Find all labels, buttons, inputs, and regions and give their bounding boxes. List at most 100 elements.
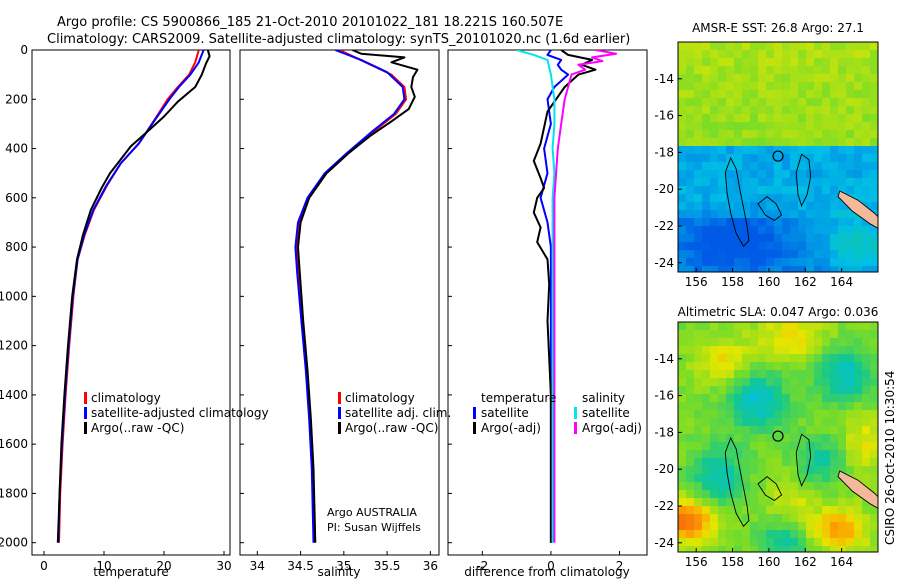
map-cell — [758, 490, 767, 499]
map-cell — [814, 226, 823, 235]
map-cell — [766, 186, 775, 195]
salinity-axes-frame — [239, 49, 440, 556]
map-cell — [782, 218, 791, 227]
map-cell — [854, 370, 863, 379]
map-cell — [694, 154, 703, 163]
map-cell — [790, 546, 799, 552]
map-cell — [766, 354, 775, 363]
map-cell — [678, 498, 687, 507]
map-cell — [790, 186, 799, 195]
y-tick-label: 1000 — [0, 289, 28, 303]
map-cell — [750, 434, 759, 443]
map-cell — [734, 338, 743, 347]
map-cell — [702, 546, 711, 552]
map-cell — [806, 378, 815, 387]
map-cell — [870, 226, 878, 235]
map-cell — [742, 354, 751, 363]
sla-map-frame — [677, 321, 879, 553]
map-cell — [846, 386, 855, 395]
map-cell — [710, 82, 719, 91]
map-cell — [846, 434, 855, 443]
map-cell — [870, 394, 878, 403]
map-cell — [686, 426, 695, 435]
map-cell — [750, 370, 759, 379]
map-cell — [774, 98, 783, 107]
map-cell — [846, 410, 855, 419]
map-cell — [838, 362, 847, 371]
map-cell — [750, 530, 759, 539]
map-cell — [742, 530, 751, 539]
map-cell — [790, 114, 799, 123]
map-cell — [854, 522, 863, 531]
map-cell — [726, 194, 735, 203]
map-cell — [806, 210, 815, 219]
map-cell — [854, 66, 863, 75]
map-cell — [686, 186, 695, 195]
map-cell — [734, 402, 743, 411]
map-cell — [798, 50, 807, 59]
map-cell — [806, 426, 815, 435]
map-cell — [718, 506, 727, 515]
map-cell — [710, 258, 719, 267]
map-cell — [838, 170, 847, 179]
map-cell — [774, 466, 783, 475]
map-cell — [686, 202, 695, 211]
map-cell — [750, 402, 759, 411]
map-cell — [726, 50, 735, 59]
map-cell — [870, 538, 878, 547]
map-cell — [686, 530, 695, 539]
map-cell — [726, 226, 735, 235]
map-cell — [846, 418, 855, 427]
map-cell — [798, 530, 807, 539]
map-cell — [862, 402, 871, 411]
map-cell — [814, 402, 823, 411]
map-cell — [718, 90, 727, 99]
map-cell — [726, 458, 735, 467]
map-cell — [814, 522, 823, 531]
map-cell — [742, 258, 751, 267]
map-cell — [782, 458, 791, 467]
map-cell — [734, 538, 743, 547]
map-cell — [750, 42, 759, 51]
map-cell — [798, 162, 807, 171]
map-cell — [862, 418, 871, 427]
map-cell — [726, 378, 735, 387]
map-cell — [694, 458, 703, 467]
map-cell — [686, 98, 695, 107]
map-cell — [862, 82, 871, 91]
map-y-tick-label: -14 — [654, 352, 674, 366]
map-cell — [830, 82, 839, 91]
map-cell — [766, 506, 775, 515]
salinity-panel: 34 34.5 35 35.5 36 salinity climatology sate… — [239, 49, 451, 579]
map-cell — [718, 106, 727, 115]
map-cell — [854, 466, 863, 475]
map-cell — [846, 426, 855, 435]
x-tick-label: 30 — [216, 559, 231, 573]
map-cell — [846, 82, 855, 91]
map-cell — [870, 242, 878, 251]
map-cell — [678, 114, 687, 123]
map-x-tick-label: 162 — [794, 555, 817, 569]
map-cell — [822, 42, 831, 51]
map-cell — [790, 74, 799, 83]
map-cell — [766, 138, 775, 147]
map-cell — [774, 474, 783, 483]
pi-label: PI: Susan Wijffels — [327, 521, 421, 534]
map-cell — [798, 42, 807, 51]
map-cell — [734, 258, 743, 267]
map-cell — [870, 474, 878, 483]
map-cell — [718, 546, 727, 552]
map-cell — [750, 546, 759, 552]
map-cell — [838, 434, 847, 443]
map-cell — [822, 418, 831, 427]
map-cell — [846, 362, 855, 371]
map-cell — [694, 82, 703, 91]
map-cell — [782, 546, 791, 552]
map-cell — [758, 114, 767, 123]
map-cell — [718, 530, 727, 539]
map-cell — [774, 338, 783, 347]
map-cell — [862, 466, 871, 475]
map-cell — [750, 522, 759, 531]
map-cell — [742, 90, 751, 99]
map-cell — [870, 346, 878, 355]
